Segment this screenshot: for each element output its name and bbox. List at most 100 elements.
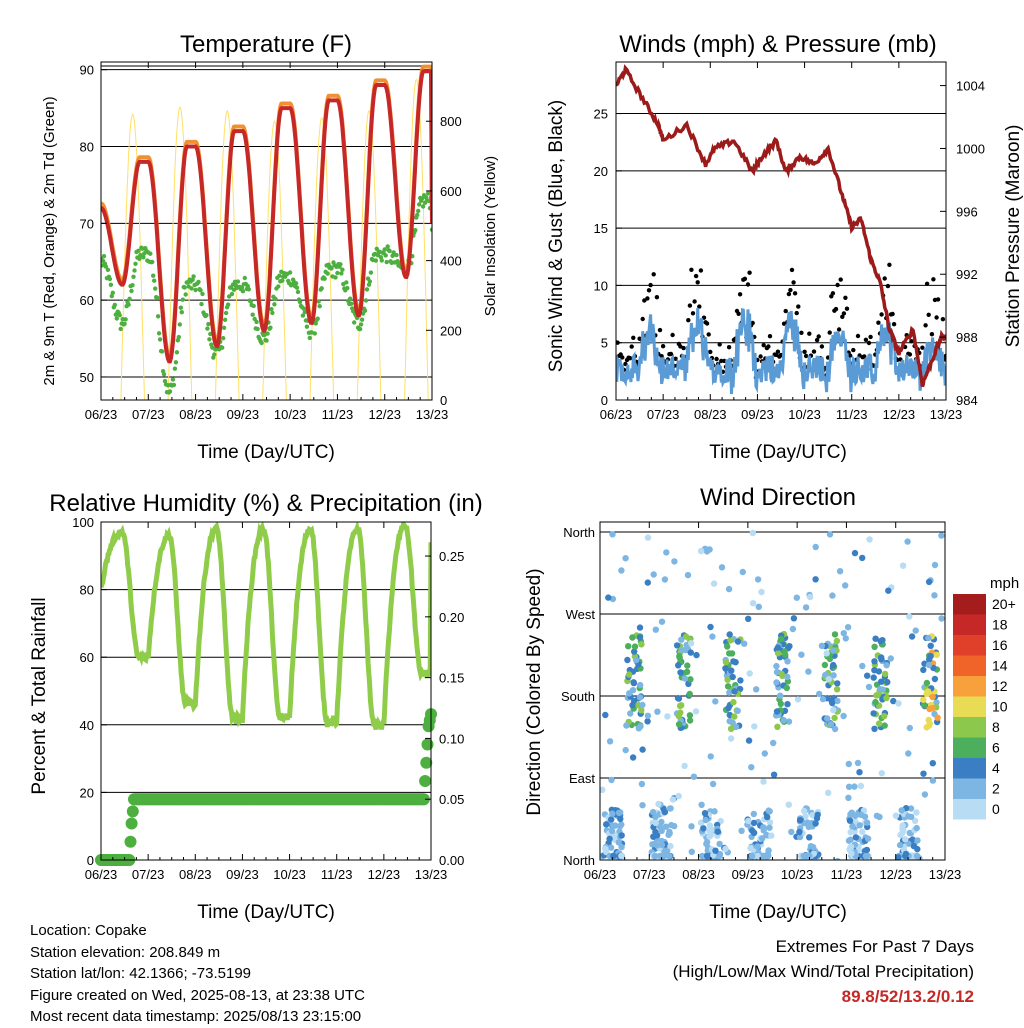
direction-point [623,722,630,729]
dewpoint-point [382,247,387,252]
dewpoint-point [126,302,131,307]
direction-point [675,662,682,669]
direction-point [927,642,934,649]
dewpoint-point [108,282,114,287]
gust-point [943,353,946,358]
direction-point [789,625,797,633]
direction-point [703,840,710,848]
direction-point [707,753,714,760]
direction-point [902,852,909,860]
direction-point [658,841,666,848]
direction-point [934,714,941,721]
direction-point [730,658,737,665]
direction-point [887,655,894,662]
dewpoint-point [173,360,179,365]
direction-x-tick-label: 10/23 [781,867,814,882]
legend-swatch [953,655,986,676]
gust-point [737,292,743,297]
dewpoint-point [141,255,146,260]
legend-label: 2 [992,781,1000,797]
dewpoint-point [413,228,418,233]
gust-point [855,333,861,339]
gust-point [719,358,724,364]
direction-point [766,824,773,831]
direction-point [651,852,659,860]
wind-x-tick-label: 09/23 [741,407,774,422]
direction-point [745,817,752,825]
direction-ytick-label: South [561,689,595,704]
dewpoint-point [153,286,158,291]
direction-point [878,678,885,685]
direction-point [629,754,637,761]
direction-point [809,812,816,819]
dewpoint-point [340,267,345,272]
direction-point [677,669,684,676]
pressure-ytick-label: 992 [956,267,978,282]
humidity-ytick-label: 40 [80,718,94,733]
direction-point [630,679,638,687]
dewpoint-point [277,273,282,278]
gust-point [816,334,821,339]
gust-point [802,349,807,354]
direction-point [913,809,920,816]
dewpoint-point [348,296,353,301]
extremes-title: Extremes For Past 7 Days [775,937,974,956]
direction-points [600,529,945,860]
direction-point [610,852,617,860]
direction-point [609,531,616,538]
gust-point [931,277,936,282]
gust-point [681,345,686,351]
legend-swatch [953,799,986,820]
gust-point [736,311,741,316]
direction-point [760,778,767,785]
dewpoint-point [152,278,157,283]
direction-point [629,634,636,641]
precip-point [417,793,430,806]
direction-point [871,658,878,665]
precip-ytick-label: 0.10 [439,731,464,746]
gust-point [851,347,856,353]
temperature-axes: 50 60 70 80 90 0 200 400 600 800 06/23 07/23 08/23 09… [80,62,462,422]
wind-x-tick-label: 13/23 [930,407,963,422]
gust-point [657,327,663,333]
direction-point [728,667,735,674]
direction-point [693,651,700,659]
direction-point [759,835,766,842]
direction-point [687,676,694,683]
dewpoint-point [373,258,378,263]
direction-point [929,760,936,767]
direction-point [857,782,865,790]
direction-point [931,592,938,599]
direction-point [895,700,902,707]
gust-point [838,277,843,282]
humidity-x-tick-label: 06/23 [85,867,118,882]
precip-point [126,805,139,818]
gust-point [935,297,941,302]
legend-label: 16 [992,637,1008,653]
dewpoint-point [390,253,395,258]
dewpoint-point [368,270,374,275]
station-elevation: Station elevation: 208.849 m [30,943,221,961]
wind-ytick-label: 0 [601,393,608,408]
direction-point [766,819,774,826]
dewpoint-point [316,299,321,304]
dewpoint-point [191,274,196,279]
direction-point [746,670,753,677]
direction-point [862,852,870,860]
dewpoint-point [425,191,431,196]
direction-point [870,674,877,681]
wind-xlabel: Time (Day/UTC) [709,442,847,463]
gust-point [620,355,625,360]
humidity-x-tick-label: 10/23 [273,867,306,882]
gust-point [835,282,840,288]
gust-point [642,298,647,303]
humidity-title: Relative Humidity (%) & Precipitation (i… [49,490,482,517]
dewpoint-point [167,389,173,394]
gust-point [792,291,798,296]
dewpoint-point [335,270,340,276]
dewpoint-point [270,310,275,316]
figure-created: Figure created on Wed, 2025-08-13, at 23… [30,986,365,1004]
dewpoint-point [148,251,153,256]
gust-point [629,344,634,349]
direction-point [885,587,892,594]
